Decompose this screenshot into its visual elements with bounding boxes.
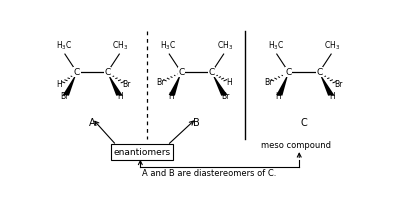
Text: H: H — [57, 80, 62, 89]
Text: meso compound: meso compound — [261, 141, 331, 150]
Text: enantiomers: enantiomers — [113, 147, 171, 157]
Text: C: C — [178, 68, 184, 77]
FancyBboxPatch shape — [111, 144, 173, 160]
Polygon shape — [212, 72, 227, 96]
Text: H: H — [168, 92, 174, 101]
Text: Br: Br — [264, 78, 273, 87]
Text: C: C — [104, 68, 111, 77]
Text: H: H — [329, 92, 335, 101]
Text: H: H — [275, 92, 281, 101]
Polygon shape — [107, 72, 122, 96]
Polygon shape — [63, 72, 77, 96]
Text: Br: Br — [334, 80, 343, 89]
Text: C: C — [74, 68, 80, 77]
Text: C: C — [208, 68, 215, 77]
Text: H: H — [226, 78, 232, 87]
Polygon shape — [276, 72, 289, 96]
Text: C: C — [286, 68, 292, 77]
Polygon shape — [169, 72, 181, 96]
Text: H$_3$C: H$_3$C — [56, 39, 72, 52]
Text: C: C — [301, 118, 307, 128]
Text: H: H — [118, 92, 123, 101]
Text: A: A — [89, 118, 95, 128]
Text: CH$_3$: CH$_3$ — [324, 39, 340, 52]
Text: C: C — [316, 68, 322, 77]
Text: B: B — [193, 118, 200, 128]
Text: Br: Br — [157, 78, 165, 87]
Text: H$_3$C: H$_3$C — [160, 39, 177, 52]
Text: A and B are diastereomers of C.: A and B are diastereomers of C. — [142, 169, 276, 178]
Text: H$_3$C: H$_3$C — [268, 39, 284, 52]
Text: Br: Br — [122, 80, 131, 89]
Text: Br: Br — [221, 92, 229, 101]
Text: Br: Br — [61, 92, 69, 101]
Text: CH$_3$: CH$_3$ — [217, 39, 233, 52]
Polygon shape — [319, 72, 334, 96]
Text: CH$_3$: CH$_3$ — [112, 39, 129, 52]
